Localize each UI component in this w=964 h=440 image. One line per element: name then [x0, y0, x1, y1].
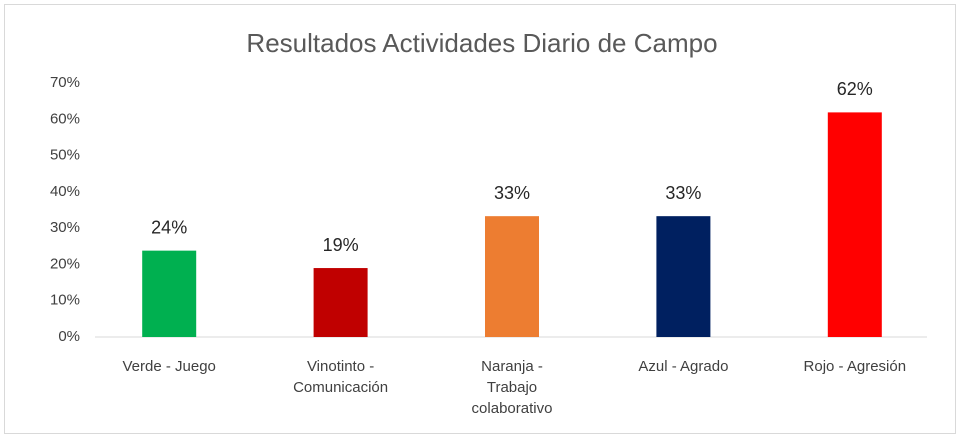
y-tick-label: 30% [50, 219, 80, 236]
bar [656, 216, 711, 337]
x-tick-label: Rojo - Agresión [803, 358, 907, 375]
bar [313, 268, 368, 337]
y-tick-label: 40% [50, 183, 80, 200]
data-label: 33% [665, 183, 701, 203]
data-label: 19% [323, 235, 359, 255]
x-tick-label: Naranja - Trabajo colaborativo [471, 358, 553, 417]
bar [485, 216, 539, 337]
y-tick-label: 70% [50, 74, 80, 91]
chart-frame [4, 4, 956, 434]
x-tick-label: Vinotinto - Comunicación [293, 358, 389, 396]
y-tick-label: 60% [50, 110, 80, 127]
y-tick-label: 10% [50, 292, 80, 309]
x-tick-label: Verde - Juego [122, 358, 216, 375]
y-tick-label: 20% [50, 255, 80, 272]
bar [827, 112, 882, 338]
y-tick-label: 0% [58, 328, 80, 345]
data-label: 24% [151, 217, 187, 237]
data-label: 62% [837, 79, 873, 99]
y-tick-label: 50% [50, 147, 80, 164]
data-label: 33% [494, 183, 530, 203]
bar [142, 250, 197, 337]
x-tick-label: Azul - Agrado [638, 358, 729, 375]
chart-title: Resultados Actividades Diario de Campo [246, 28, 717, 58]
